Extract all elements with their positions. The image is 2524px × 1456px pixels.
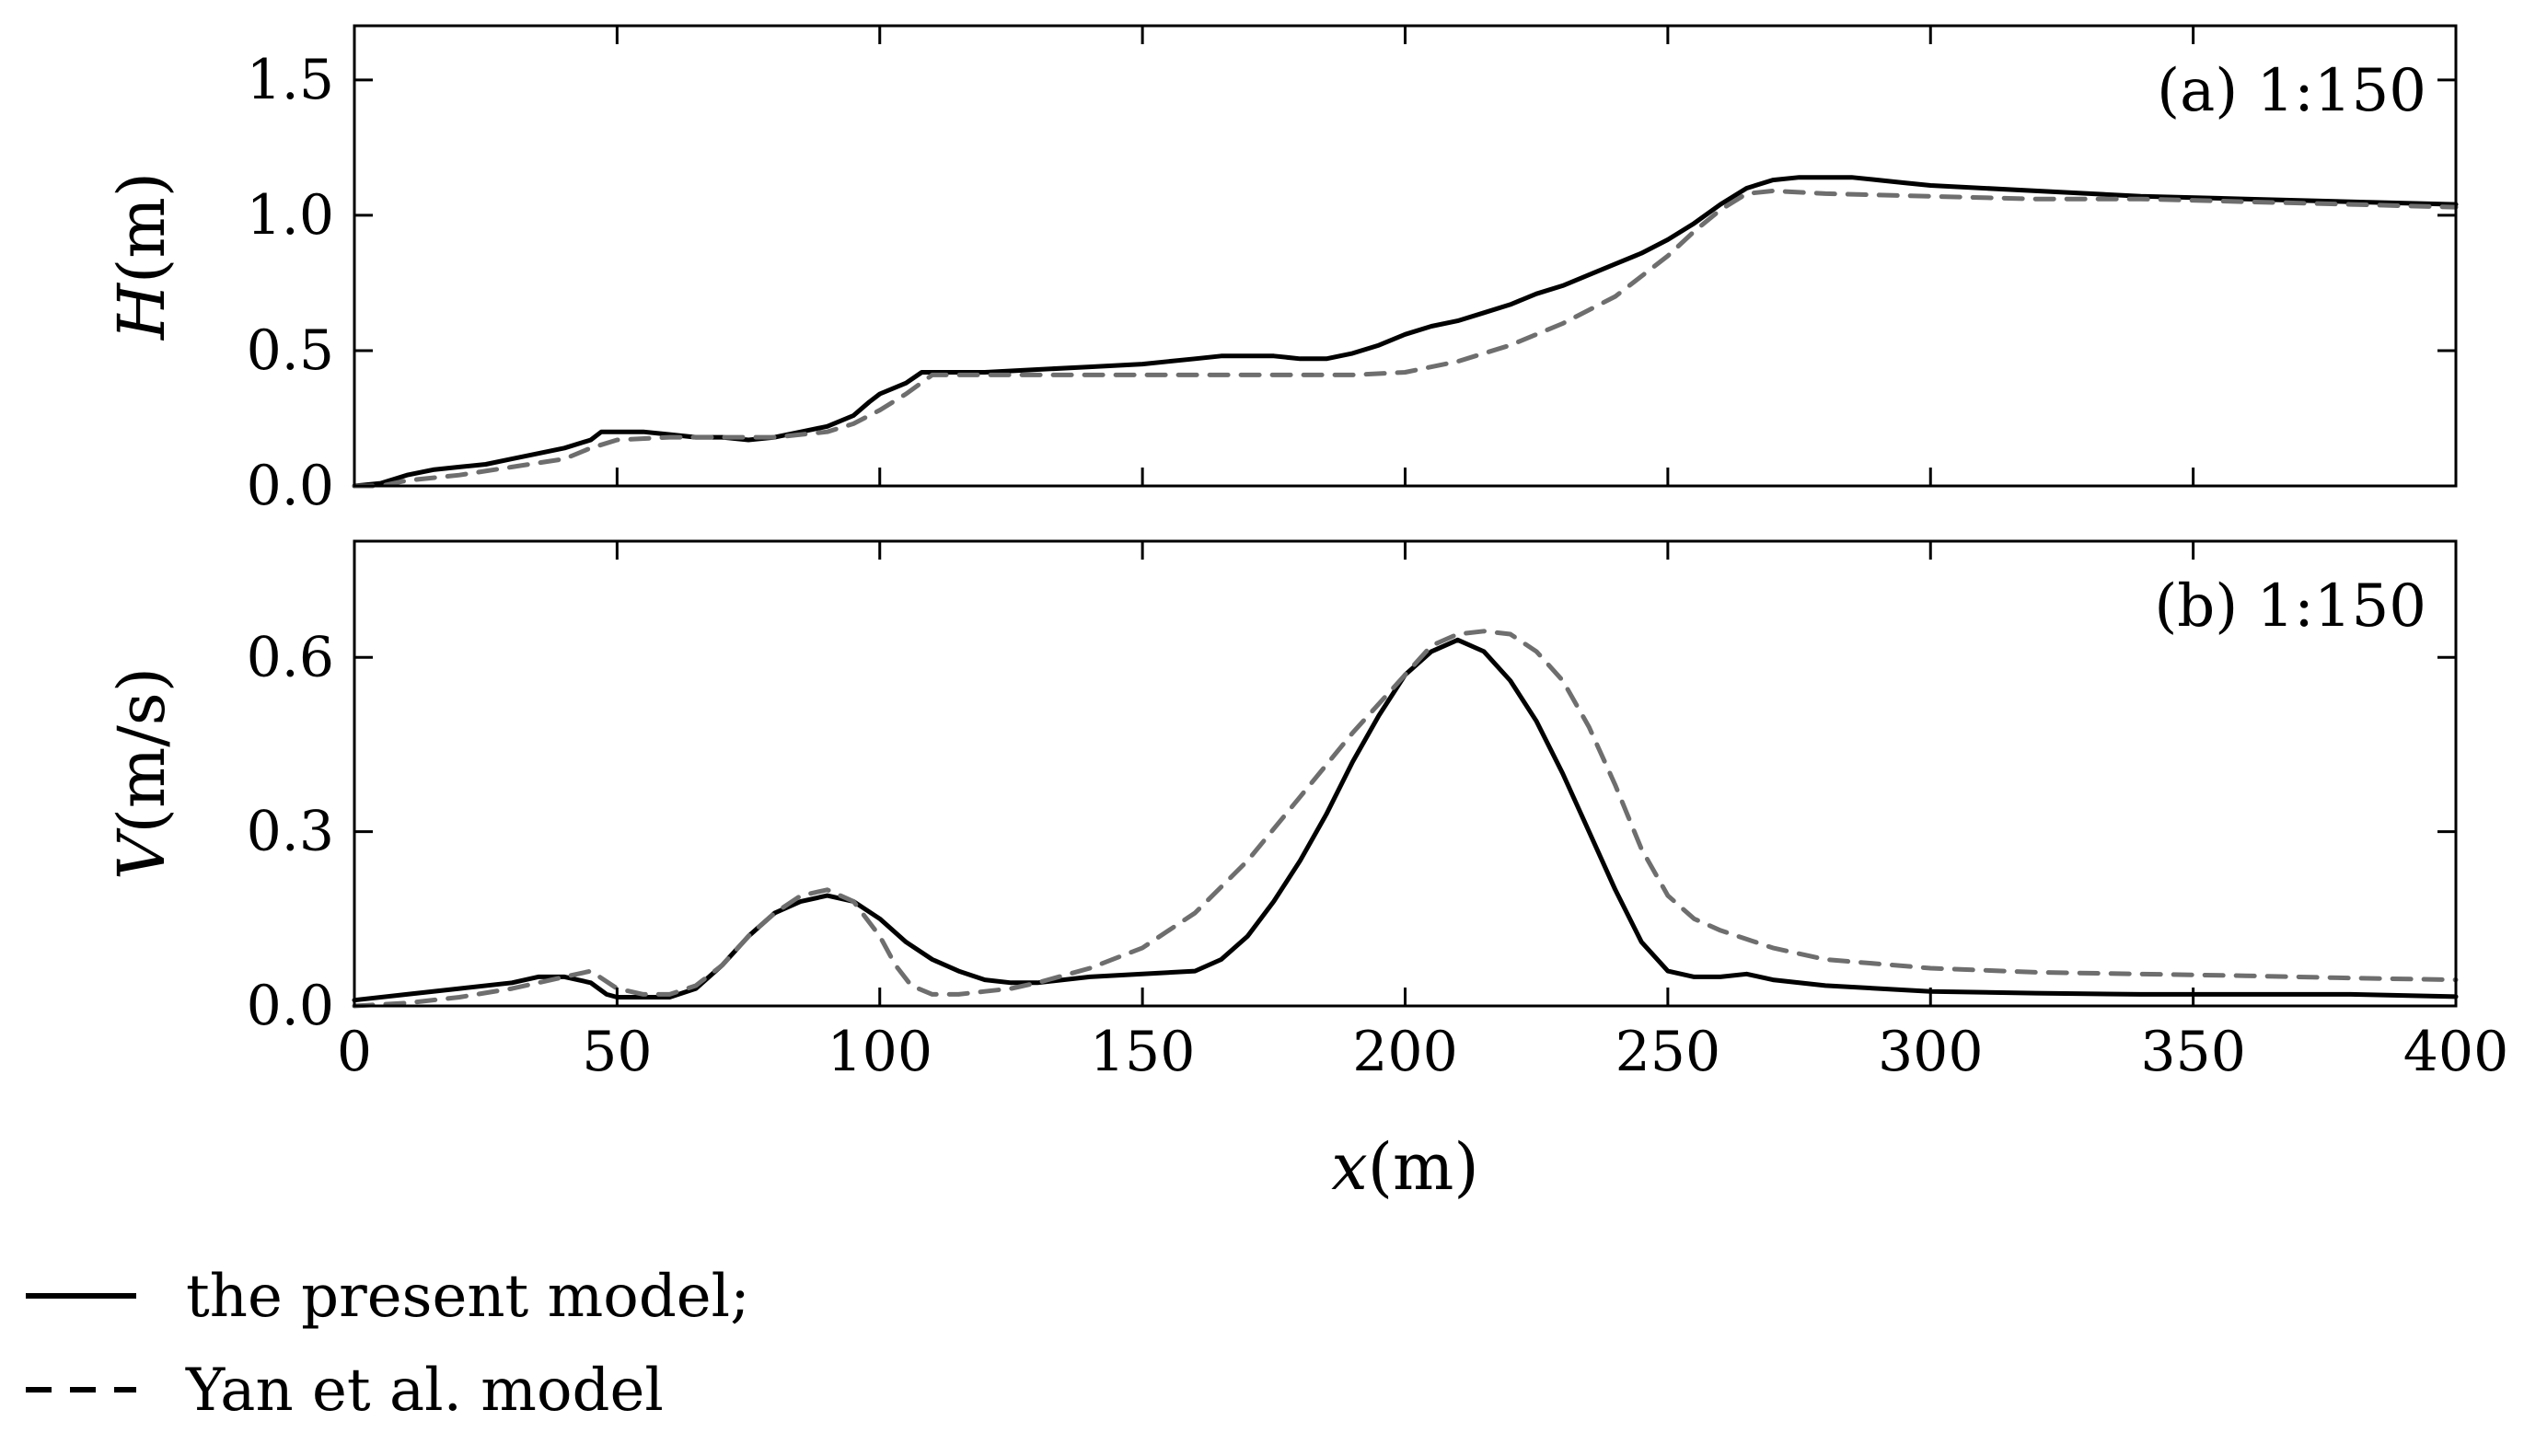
- panel-b-ylabel-var: V: [104, 827, 179, 880]
- panel-a-frame: [353, 24, 2458, 488]
- x-tick-label: 150: [1090, 1020, 1196, 1084]
- panel-b: 0 50 100 150 200 250 300 350 400 0.0 0.3 0.6 (b) 1:…: [104, 539, 2509, 1205]
- x-axis-label-unit: (m): [1368, 1129, 1479, 1205]
- panel-a-y-tick-label: 0.5: [247, 318, 334, 383]
- x-tick-label: 200: [1352, 1020, 1458, 1084]
- x-axis-label: x(m): [1331, 1129, 1478, 1205]
- x-tick-label: 400: [2403, 1020, 2509, 1084]
- panel-a-y-tick-label: 1.5: [247, 48, 334, 112]
- x-tick-label: 0: [337, 1020, 372, 1084]
- x-tick-label: 50: [582, 1020, 652, 1084]
- panel-a-label: (a) 1:150: [2157, 57, 2426, 125]
- panel-b-y-tick-label: 0.0: [247, 974, 334, 1038]
- panel-a-ticks: 0.0 0.5 1.0 1.5: [247, 26, 2458, 518]
- x-tick-label: 300: [1878, 1020, 1984, 1084]
- panel-a-series: [352, 175, 2459, 489]
- panel-a-ylabel-var: H: [104, 282, 179, 341]
- legend-label-yan-model: Yan et al. model: [185, 1357, 664, 1425]
- panel-b-ylabel-unit: (m/s): [104, 667, 179, 834]
- panel-b-label: (b) 1:150: [2154, 572, 2426, 641]
- x-tick-label: 250: [1615, 1020, 1721, 1084]
- panel-a-ylabel: H(m): [104, 172, 179, 341]
- legend: the present model; Yan et al. model: [26, 1263, 750, 1425]
- panel-a: 0.0 0.5 1.0 1.5 (a) 1:150 H(m): [104, 24, 2459, 518]
- panel-b-ticks: 0 50 100 150 200 250 300 350 400 0.0 0.3 0.6: [247, 541, 2509, 1084]
- panel-b-y-tick-label: 0.6: [247, 625, 334, 689]
- panel-b-series: [352, 629, 2459, 1009]
- x-tick-label: 100: [827, 1020, 932, 1084]
- x-tick-label: 350: [2140, 1020, 2246, 1084]
- panel-a-y-tick-label: 1.0: [247, 183, 334, 248]
- panel-b-series-present-model-line: [352, 637, 2459, 1003]
- panel-a-y-tick-label: 0.0: [247, 454, 334, 518]
- panel-a-series-yan-model-line: [352, 188, 2459, 489]
- panel-b-y-tick-label: 0.3: [247, 800, 334, 864]
- x-axis-label-var: x: [1331, 1129, 1367, 1205]
- legend-label-present-model: the present model;: [186, 1263, 750, 1331]
- panel-b-series-yan-model-line: [352, 629, 2459, 1009]
- panel-a-series-present-model-line: [352, 175, 2459, 489]
- panel-a-ylabel-unit: (m): [104, 172, 179, 283]
- panel-b-ylabel: V(m/s): [104, 667, 179, 880]
- panel-b-frame: [353, 539, 2458, 1008]
